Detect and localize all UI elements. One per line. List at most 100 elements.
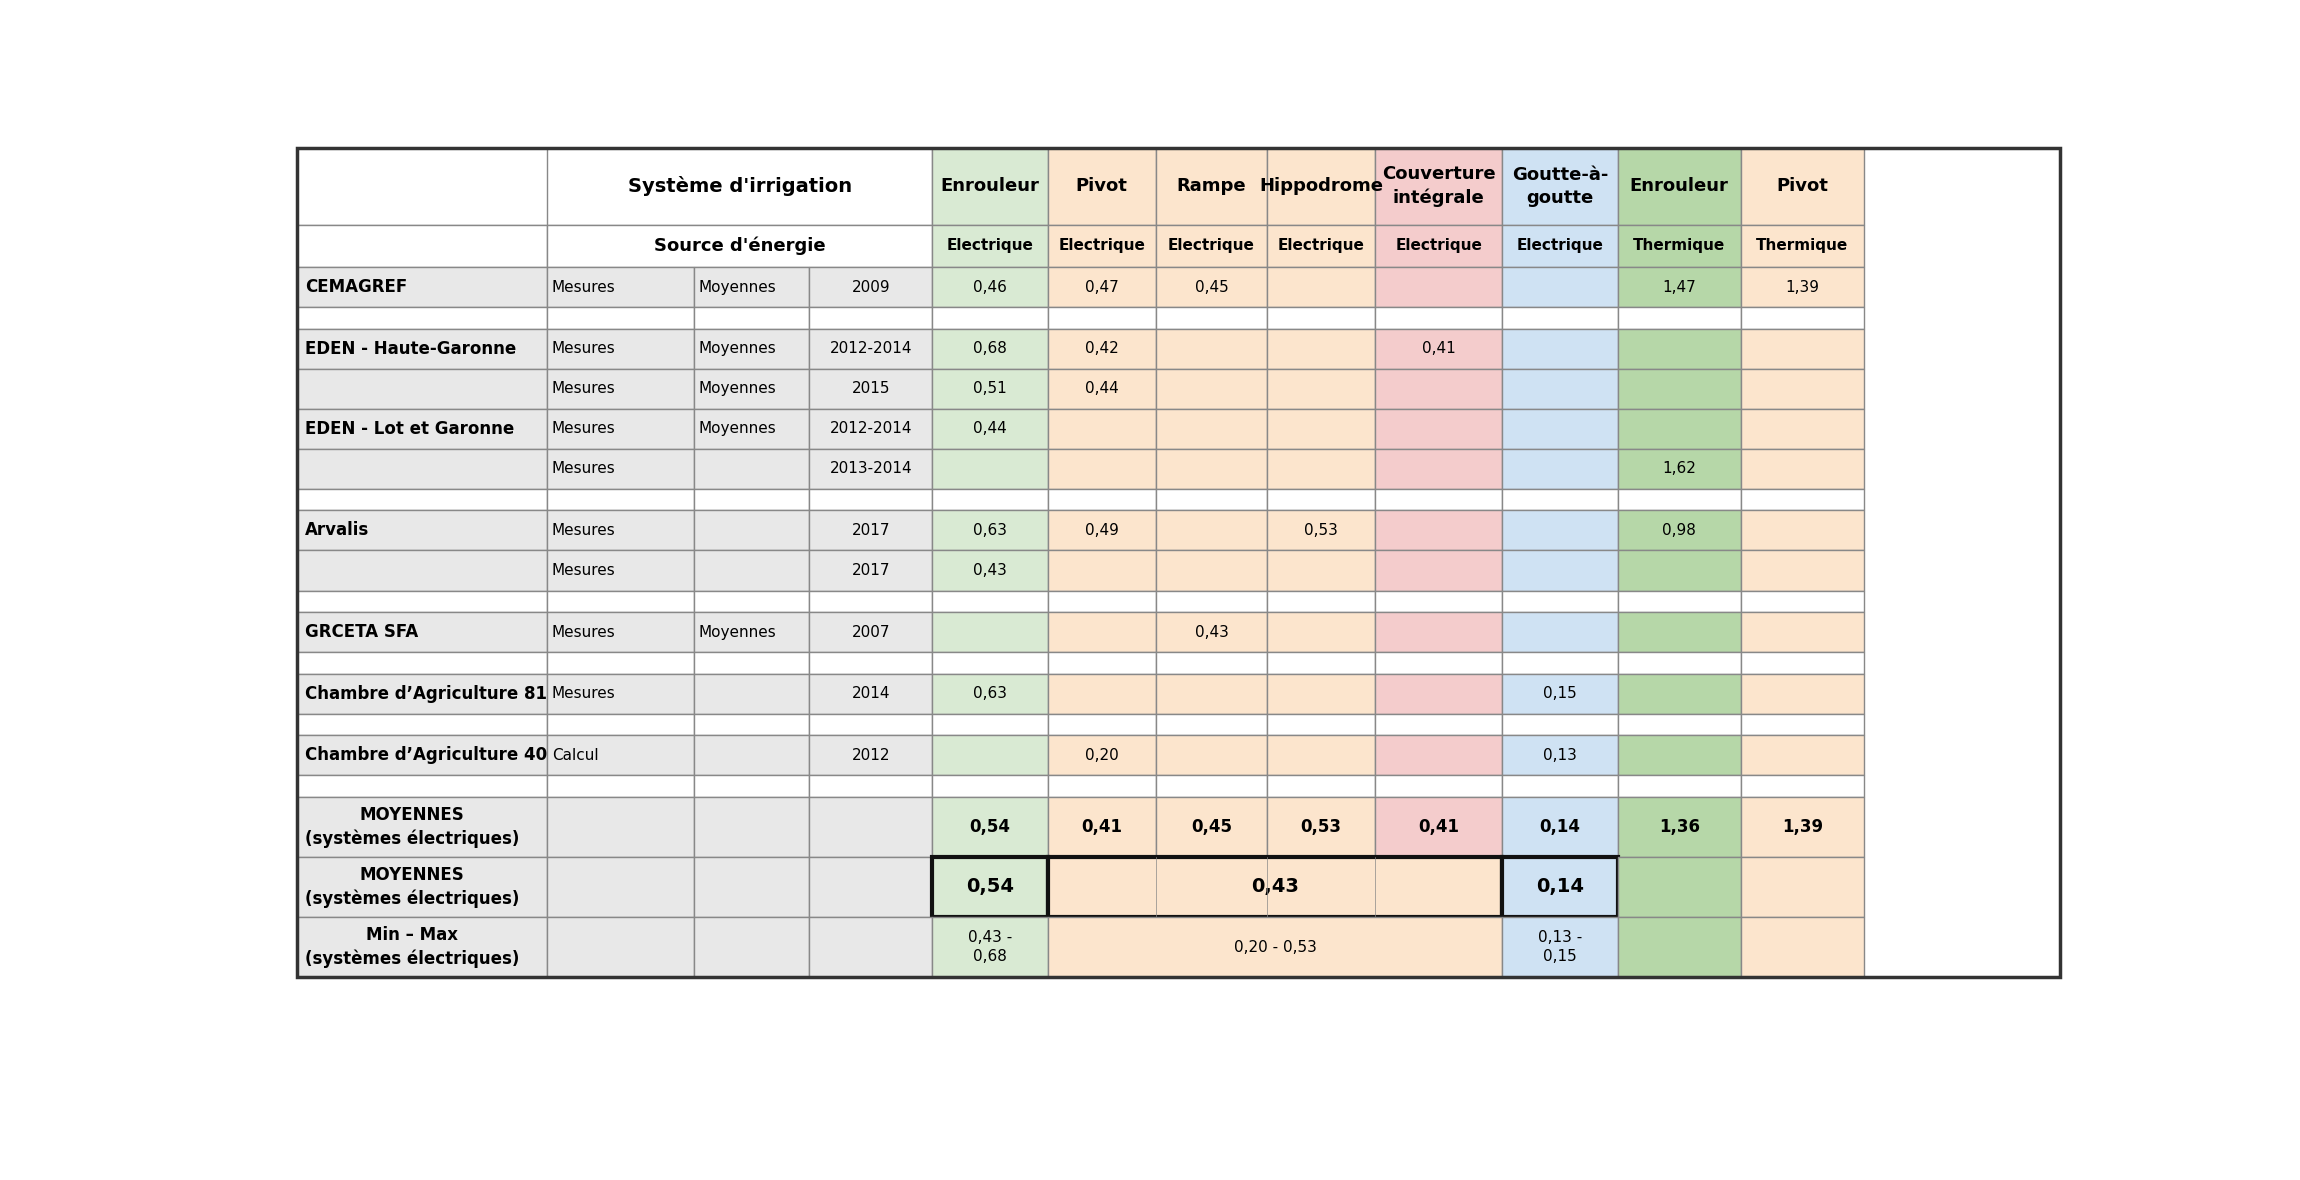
Text: Couverture
intégrale: Couverture intégrale [1382, 165, 1495, 206]
Bar [695, 917, 810, 977]
Bar [1741, 408, 1863, 448]
Bar [1049, 408, 1155, 448]
Text: 0,20 - 0,53: 0,20 - 0,53 [1233, 939, 1316, 955]
Bar [297, 590, 547, 612]
Bar [297, 612, 547, 653]
Bar [932, 775, 1049, 796]
Text: 0,45: 0,45 [1194, 280, 1228, 295]
Bar [1502, 735, 1617, 775]
Text: Electrique: Electrique [1168, 238, 1256, 254]
Text: 1,62: 1,62 [1663, 461, 1695, 477]
Bar [695, 796, 810, 857]
Bar [547, 590, 695, 612]
Text: 0,54: 0,54 [966, 878, 1014, 897]
Bar [1375, 653, 1502, 674]
Bar [1617, 267, 1741, 307]
Text: Mesures: Mesures [552, 563, 616, 578]
Bar [1155, 511, 1267, 550]
Bar [810, 917, 932, 977]
Bar [1155, 550, 1267, 590]
Bar [1741, 735, 1863, 775]
Text: Min – Max
(systèmes électriques): Min – Max (systèmes électriques) [306, 926, 520, 968]
Bar [1375, 267, 1502, 307]
Bar [1617, 674, 1741, 714]
Text: Chambre d’Agriculture 81: Chambre d’Agriculture 81 [306, 684, 547, 702]
Bar [1502, 714, 1617, 735]
Text: 2007: 2007 [851, 624, 890, 640]
Bar [547, 917, 695, 977]
Bar [810, 408, 932, 448]
Text: 2015: 2015 [851, 381, 890, 396]
Bar [1267, 775, 1375, 796]
Text: Moyennes: Moyennes [699, 381, 775, 396]
Text: Electrique: Electrique [1058, 238, 1145, 254]
Bar [932, 267, 1049, 307]
Bar [1049, 590, 1155, 612]
Bar [1741, 329, 1863, 368]
Bar [297, 329, 547, 368]
Text: Mesures: Mesures [552, 421, 616, 437]
Text: Rampe: Rampe [1178, 177, 1247, 195]
Bar [1267, 714, 1375, 735]
Bar [1155, 224, 1267, 267]
Bar [932, 511, 1049, 550]
Bar [297, 408, 547, 448]
Bar [1502, 590, 1617, 612]
Bar [1375, 735, 1502, 775]
Bar [1049, 550, 1155, 590]
Bar [1502, 408, 1617, 448]
Bar [810, 307, 932, 329]
Bar [1375, 511, 1502, 550]
Text: 2017: 2017 [851, 563, 890, 578]
Bar [1267, 796, 1375, 857]
Text: CEMAGREF: CEMAGREF [306, 278, 407, 296]
Bar [297, 917, 547, 977]
Bar [1267, 368, 1375, 408]
Bar [810, 674, 932, 714]
Bar [695, 489, 810, 511]
Bar [1155, 448, 1267, 489]
Text: MOYENNES
(systèmes électriques): MOYENNES (systèmes électriques) [306, 866, 520, 907]
Bar [810, 448, 932, 489]
Bar [1267, 408, 1375, 448]
Text: Moyennes: Moyennes [699, 280, 775, 295]
Bar [932, 224, 1049, 267]
Bar [297, 735, 547, 775]
Text: 0,53: 0,53 [1302, 818, 1341, 835]
Bar [547, 307, 695, 329]
Bar [1267, 590, 1375, 612]
Bar [1375, 148, 1502, 224]
Bar [1502, 674, 1617, 714]
Text: 0,13 -
0,15: 0,13 - 0,15 [1539, 930, 1582, 964]
Bar [1502, 653, 1617, 674]
Bar [810, 267, 932, 307]
Text: Moyennes: Moyennes [699, 421, 775, 437]
Bar [1049, 917, 1502, 977]
Bar [1502, 857, 1617, 917]
Bar [1502, 775, 1617, 796]
Text: 0,44: 0,44 [1086, 381, 1118, 396]
Bar [1617, 590, 1741, 612]
Text: GRCETA SFA: GRCETA SFA [306, 623, 419, 641]
Bar [1617, 307, 1741, 329]
Bar [1741, 590, 1863, 612]
Bar [932, 329, 1049, 368]
Bar [1502, 329, 1617, 368]
Bar [1617, 857, 1741, 917]
Bar [810, 796, 932, 857]
Bar [1375, 674, 1502, 714]
Text: 0,14: 0,14 [1539, 818, 1580, 835]
Bar [695, 674, 810, 714]
Bar [1617, 329, 1741, 368]
Bar [810, 489, 932, 511]
Bar [1049, 653, 1155, 674]
Bar [547, 329, 695, 368]
Bar [297, 674, 547, 714]
Text: 0,47: 0,47 [1086, 280, 1118, 295]
Text: Electrique: Electrique [1516, 238, 1603, 254]
Bar [1155, 307, 1267, 329]
Text: 0,43: 0,43 [1194, 624, 1228, 640]
Bar [1617, 653, 1741, 674]
Bar [810, 857, 932, 917]
Bar [1375, 775, 1502, 796]
